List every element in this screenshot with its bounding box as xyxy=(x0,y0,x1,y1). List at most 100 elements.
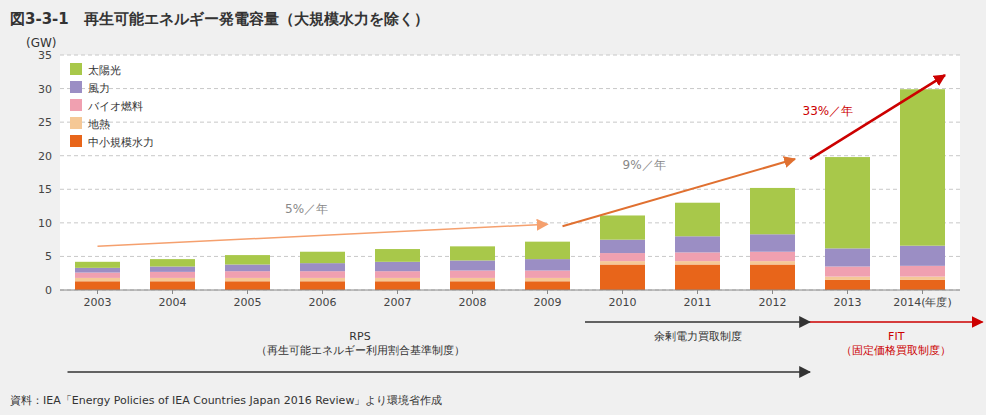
legend-swatch xyxy=(70,135,82,147)
annotation: 5%／年 xyxy=(285,202,328,216)
bar-segment xyxy=(375,278,420,281)
policy-arrow xyxy=(585,321,810,323)
bar-segment xyxy=(375,262,420,271)
bar-segment xyxy=(825,248,870,266)
annotation: RPS（再生可能エネルギー利用割合基準制度） xyxy=(256,330,465,357)
legend-swatch xyxy=(70,81,82,93)
bar-segment xyxy=(75,262,120,268)
legend-swatch xyxy=(70,63,82,75)
bar-segment xyxy=(750,264,795,290)
bar-segment xyxy=(675,203,720,237)
legend-swatch xyxy=(70,117,82,129)
bar-segment xyxy=(375,271,420,278)
policy-arrow xyxy=(68,371,811,373)
bar-segment xyxy=(525,242,570,259)
bar-segment xyxy=(450,271,495,278)
y-tick-label: 20 xyxy=(38,150,52,163)
x-tick xyxy=(547,290,548,294)
bar-segment xyxy=(675,236,720,252)
bar-segment xyxy=(900,89,945,245)
legend-swatch xyxy=(70,99,82,111)
legend-label: 地熱 xyxy=(87,118,110,131)
bar-segment xyxy=(75,273,120,278)
bar-segment xyxy=(750,234,795,251)
annotation: 9%／年 xyxy=(623,158,666,172)
x-tick xyxy=(772,290,773,294)
annotation: 33%／年 xyxy=(803,104,854,118)
legend-label: 中小規模水力 xyxy=(88,136,154,149)
bar-segment xyxy=(600,264,645,290)
bar-segment xyxy=(300,263,345,271)
bar-segment xyxy=(150,272,195,278)
bar-segment xyxy=(225,281,270,290)
grid-line xyxy=(60,88,960,89)
x-tick xyxy=(697,290,698,294)
grid-line xyxy=(60,122,960,123)
x-tick-label: 2013 xyxy=(834,296,862,309)
x-tick xyxy=(172,290,173,294)
y-tick-label: 10 xyxy=(38,217,52,230)
bar-segment xyxy=(75,281,120,290)
x-tick-label: 2007 xyxy=(384,296,412,309)
x-tick-label: 2008 xyxy=(459,296,487,309)
title: 図3-3-1 再生可能エネルギー発電容量（大規模水力を除く） xyxy=(10,10,429,28)
bar-segment xyxy=(750,261,795,264)
bar-segment xyxy=(600,253,645,261)
bar-segment xyxy=(525,259,570,270)
bar-segment xyxy=(825,277,870,280)
x-tick-label: 2006 xyxy=(309,296,337,309)
bar-segment xyxy=(150,281,195,290)
policy-arrow xyxy=(810,321,983,323)
bar-segment xyxy=(825,267,870,277)
bar-segment xyxy=(675,264,720,290)
bar-segment xyxy=(600,240,645,253)
bar-segment xyxy=(900,266,945,277)
legend-label: 風力 xyxy=(88,82,110,95)
bar-segment xyxy=(300,252,345,263)
x-tick-label: 2010 xyxy=(609,296,637,309)
bar-segment xyxy=(900,280,945,290)
bar-segment xyxy=(225,278,270,281)
bar-segment xyxy=(525,278,570,281)
x-tick-label: 2014(年度) xyxy=(893,296,952,309)
annotation: 余剰電力買取制度 xyxy=(654,330,742,343)
x-tick-label: 2009 xyxy=(534,296,562,309)
x-tick xyxy=(847,290,848,294)
growth-arrow xyxy=(563,159,796,226)
bar-segment xyxy=(300,271,345,278)
x-tick-label: 2004 xyxy=(159,296,187,309)
x-tick xyxy=(247,290,248,294)
bar-segment xyxy=(300,281,345,290)
chart: 図3-3-1 再生可能エネルギー発電容量（大規模水力を除く）(GW)051015… xyxy=(0,0,986,415)
x-tick xyxy=(922,290,923,294)
bar-segment xyxy=(900,246,945,266)
x-tick xyxy=(622,290,623,294)
grid-line xyxy=(60,290,960,291)
bar-segment xyxy=(600,215,645,239)
x-tick xyxy=(322,290,323,294)
y-tick-label: 30 xyxy=(38,83,52,96)
bar-segment xyxy=(375,281,420,290)
plot-area xyxy=(60,55,960,290)
bar-segment xyxy=(900,277,945,280)
bar-segment xyxy=(75,268,120,273)
y-tick-label: 5 xyxy=(45,250,52,263)
y-tick-label: 25 xyxy=(38,116,52,129)
x-tick-label: 2012 xyxy=(759,296,787,309)
x-tick-label: 2005 xyxy=(234,296,262,309)
bar-segment xyxy=(750,252,795,261)
legend-label: 太陽光 xyxy=(88,64,121,77)
bar-segment xyxy=(75,278,120,281)
bar-segment xyxy=(825,157,870,248)
legend-label: バイオ燃料 xyxy=(87,100,143,113)
y-axis-label: (GW) xyxy=(26,36,57,50)
bars xyxy=(75,89,945,290)
bar-segment xyxy=(450,278,495,281)
bar-segment xyxy=(825,280,870,290)
bar-segment xyxy=(525,281,570,290)
x-tick-label: 2011 xyxy=(684,296,712,309)
bar-segment xyxy=(450,260,495,270)
bar-segment xyxy=(600,261,645,264)
bar-segment xyxy=(225,264,270,271)
bar-segment xyxy=(675,261,720,264)
